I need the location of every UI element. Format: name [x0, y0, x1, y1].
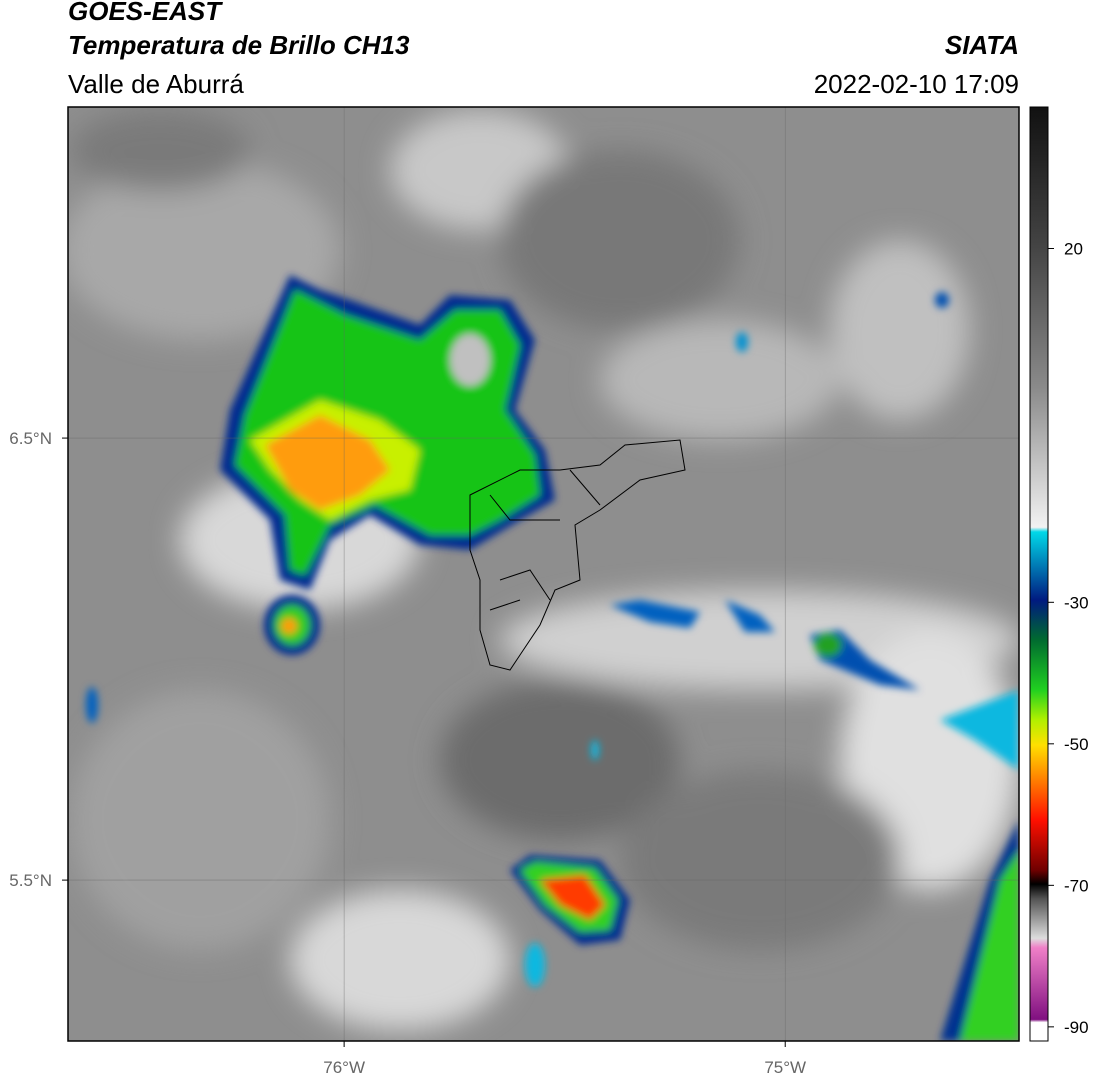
title: GOES-EAST: [68, 0, 223, 26]
subtitle: Temperatura de Brillo CH13: [68, 30, 410, 60]
colorbar-tick-label: -90: [1064, 1018, 1089, 1037]
satellite-image: [68, 107, 1019, 1041]
grid: [68, 107, 1019, 1041]
y-tick-label: 5.5°N: [9, 871, 52, 890]
colorbar-tick-label: -30: [1064, 593, 1089, 612]
colorbar: [1029, 106, 1049, 1042]
map-frame: [67, 106, 1020, 1042]
colorbar-tick-label: -70: [1064, 876, 1089, 895]
region: Valle de Aburrá: [68, 69, 244, 99]
colorbar-tick-label: 20: [1064, 240, 1083, 259]
x-tick-label: 76°W: [323, 1058, 365, 1077]
x-tick-label: 75°W: [764, 1058, 806, 1077]
y-tick-label: 6.5°N: [9, 429, 52, 448]
source: SIATA: [945, 30, 1019, 60]
municipal-boundaries: [469, 439, 686, 671]
colorbar-tick-label: -50: [1064, 735, 1089, 754]
datetime: 2022-02-10 17:09: [814, 69, 1019, 99]
